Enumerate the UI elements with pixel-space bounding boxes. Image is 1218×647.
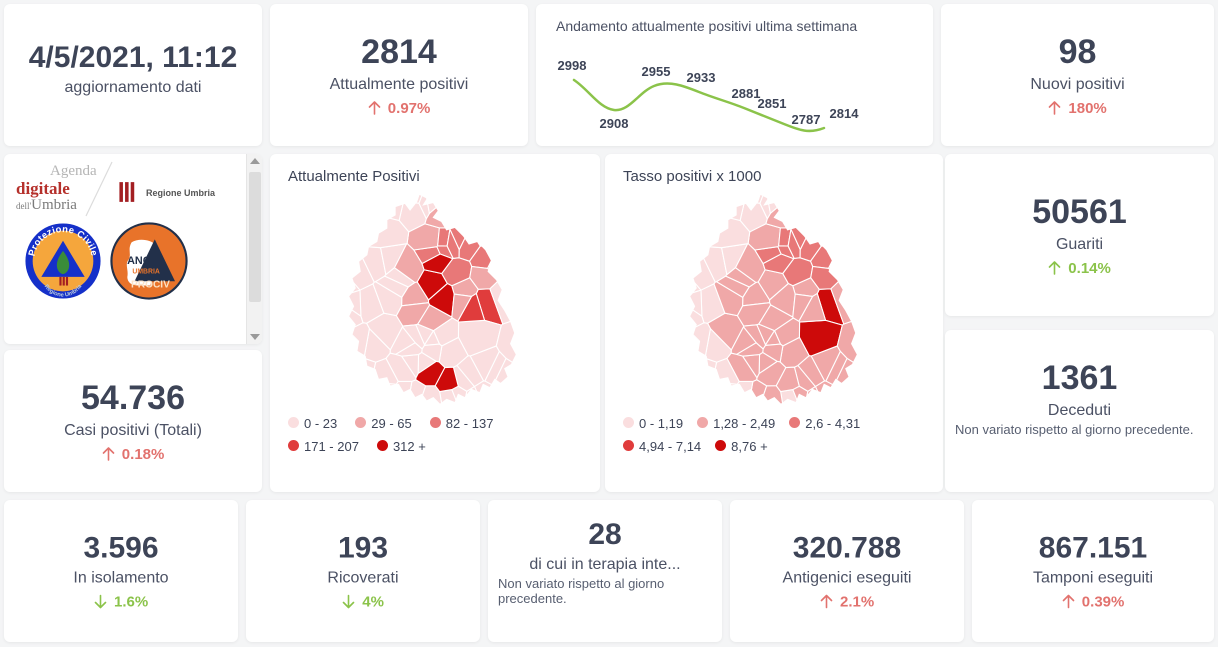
svg-text:2933: 2933 <box>687 70 716 85</box>
svg-text:2851: 2851 <box>758 96 787 111</box>
svg-text:2955: 2955 <box>642 64 671 79</box>
svg-text:2814: 2814 <box>830 106 860 121</box>
svg-text:2787: 2787 <box>792 112 821 127</box>
svg-text:2908: 2908 <box>600 116 629 131</box>
svg-text:2998: 2998 <box>558 58 587 73</box>
svg-text:PROCIV: PROCIV <box>131 280 170 291</box>
svg-text:ANCI: ANCI <box>127 255 153 267</box>
svg-text:UMBRIA: UMBRIA <box>132 268 159 275</box>
svg-text:2881: 2881 <box>732 86 761 101</box>
